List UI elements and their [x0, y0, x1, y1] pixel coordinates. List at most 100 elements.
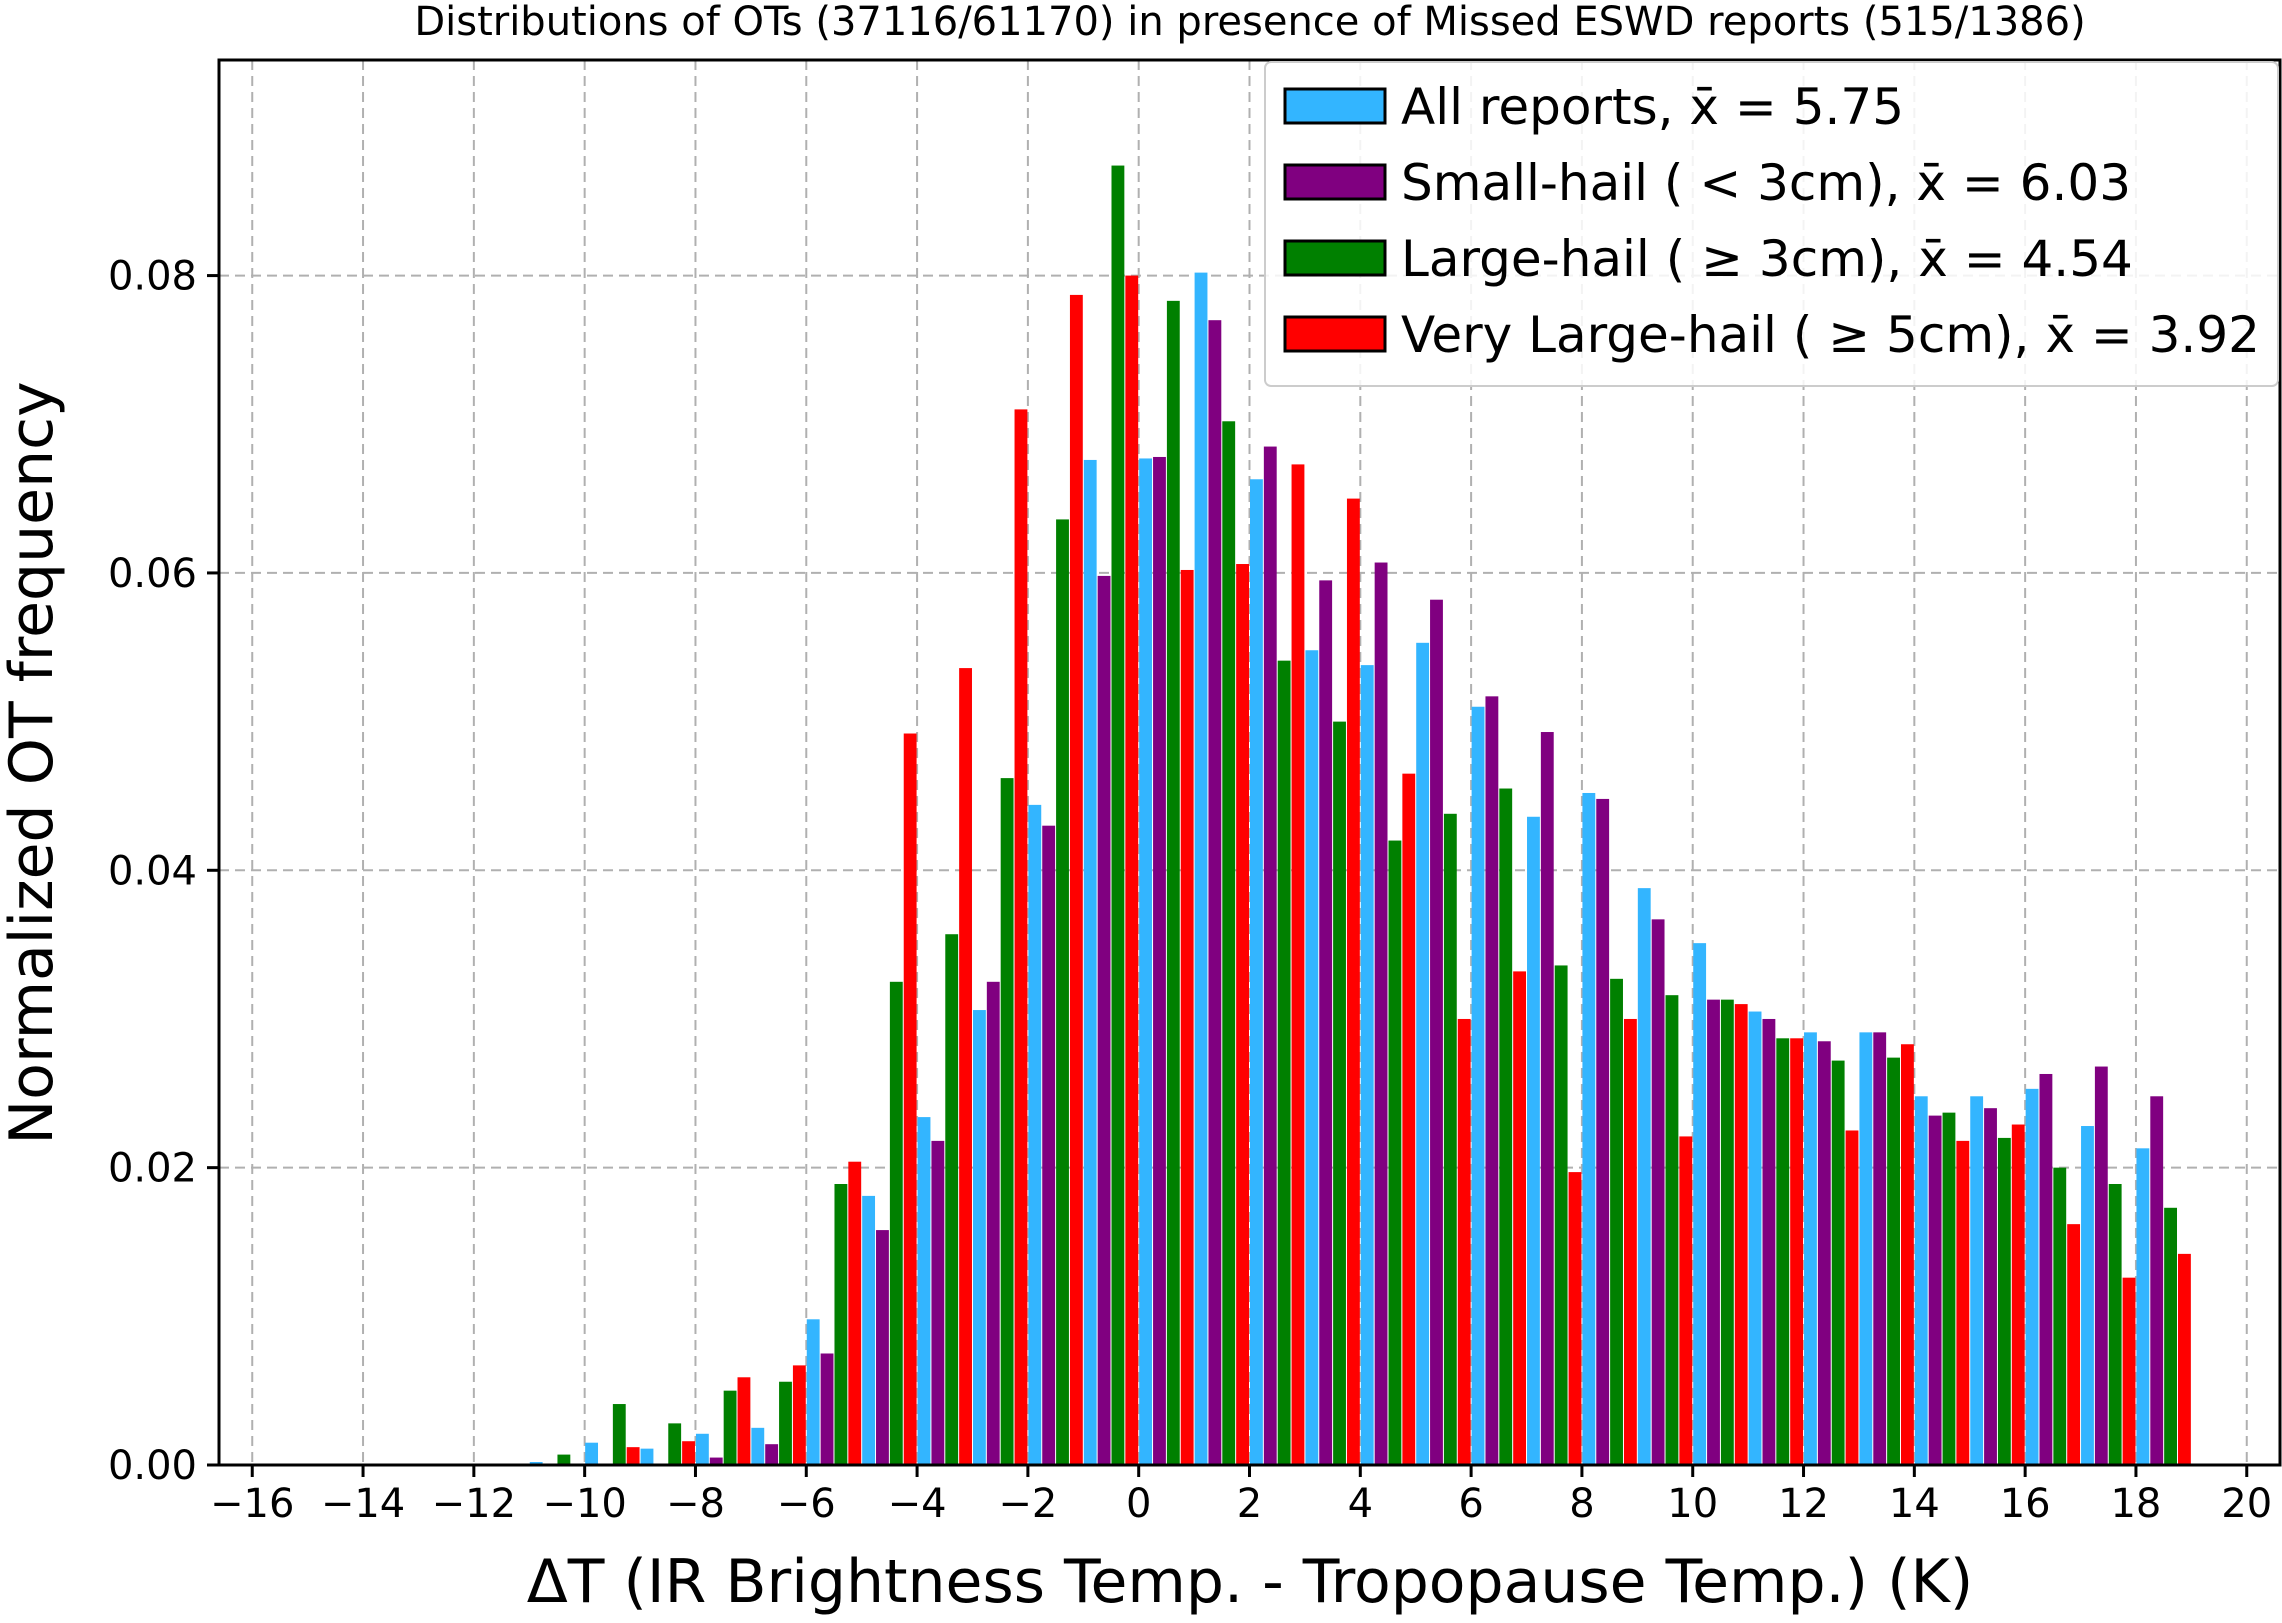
bar-series-3: [1000, 778, 1014, 1465]
x-tick-label: 2: [1237, 1481, 1262, 1527]
bar-series-2: [1042, 825, 1056, 1465]
bar-series-3: [1665, 995, 1679, 1465]
bar-series-2: [1208, 320, 1222, 1465]
bar-series-1: [917, 1117, 931, 1465]
bar-series-4: [2011, 1124, 2025, 1465]
bar-series-1: [2136, 1148, 2150, 1465]
bar-series-3: [889, 981, 903, 1465]
bar-series-1: [1859, 1032, 1873, 1465]
y-tick-label: 0.00: [108, 1443, 197, 1489]
legend-swatch: [1283, 239, 1387, 277]
bar-series-1: [1914, 1096, 1928, 1465]
bar-series-3: [1443, 813, 1457, 1465]
bar-series-4: [2178, 1253, 2191, 1465]
x-tick-label: −12: [432, 1481, 516, 1527]
bar-series-3: [1610, 978, 1623, 1465]
bar-series-1: [972, 1010, 986, 1465]
bar-series-1: [1139, 458, 1153, 1465]
bar-series-4: [848, 1161, 862, 1465]
bar-series-2: [1928, 1115, 1942, 1465]
bar-series-1: [1028, 804, 1042, 1465]
bar-series-3: [1554, 965, 1568, 1465]
bar-series-2: [1651, 919, 1665, 1465]
legend-box: [1264, 61, 2279, 387]
bar-series-2: [1762, 1018, 1776, 1465]
bar-series-1: [1804, 1032, 1817, 1465]
bar-series-1: [585, 1442, 599, 1465]
bar-series-3: [1499, 788, 1513, 1465]
bar-series-3: [723, 1390, 737, 1465]
chart-title: Distributions of OTs (37116/61170) in pr…: [414, 0, 2085, 45]
bar-series-3: [1166, 300, 1180, 1465]
bar-series-2: [2094, 1066, 2108, 1465]
bar-series-3: [668, 1423, 682, 1465]
x-tick-label: −16: [210, 1481, 294, 1527]
bar-series-4: [1845, 1130, 1859, 1465]
bars: [529, 165, 2191, 1466]
bar-series-2: [1374, 562, 1388, 1465]
bar-series-1: [640, 1448, 654, 1465]
bar-series-1: [751, 1427, 765, 1465]
bar-series-4: [1346, 498, 1360, 1465]
bar-series-2: [1817, 1041, 1831, 1465]
bar-series-1: [806, 1319, 820, 1465]
bar-series-4: [1291, 464, 1305, 1466]
x-tick-label: 18: [2110, 1481, 2161, 1527]
bar-series-4: [1513, 971, 1527, 1465]
bar-series-2: [1540, 732, 1554, 1465]
bar-series-4: [1679, 1136, 1693, 1465]
x-tick-label: −10: [542, 1481, 626, 1527]
bar-series-1: [1416, 642, 1430, 1465]
bar-series-2: [876, 1230, 889, 1465]
bar-series-3: [1887, 1057, 1900, 1465]
bar-series-4: [959, 668, 972, 1465]
x-tick-label: 14: [1889, 1481, 1940, 1527]
bar-series-3: [612, 1404, 626, 1465]
bar-series-1: [1083, 459, 1097, 1466]
bar-series-2: [1319, 580, 1333, 1465]
bar-series-2: [1596, 798, 1610, 1465]
bar-series-3: [1776, 1038, 1790, 1465]
bar-series-1: [1582, 792, 1596, 1465]
bar-series-4: [1623, 1018, 1637, 1465]
bar-series-3: [1831, 1060, 1845, 1465]
bar-series-2: [1153, 456, 1166, 1465]
bar-series-2: [2150, 1096, 2164, 1465]
bar-series-3: [2108, 1184, 2122, 1465]
bar-series-1: [2025, 1088, 2039, 1465]
bar-series-3: [945, 934, 959, 1465]
bar-series-4: [1956, 1140, 1970, 1465]
bar-series-3: [779, 1381, 792, 1465]
bar-series-4: [626, 1447, 640, 1465]
bar-series-4: [1069, 294, 1083, 1466]
bar-series-3: [1720, 999, 1734, 1465]
bar-series-4: [1457, 1018, 1471, 1465]
bar-series-2: [986, 981, 1000, 1465]
bar-series-3: [1056, 519, 1069, 1465]
bar-series-4: [792, 1365, 806, 1465]
bar-series-3: [2053, 1167, 2067, 1465]
bar-series-3: [557, 1454, 571, 1465]
legend-label: All reports, x̄ = 5.75: [1401, 78, 1904, 136]
legend-label: Small-hail ( < 3cm), x̄ = 6.03: [1401, 154, 2131, 212]
bar-series-4: [1014, 409, 1028, 1465]
bar-series-3: [1942, 1112, 1956, 1465]
y-axis-label: Normalized OT frequency: [0, 381, 67, 1144]
legend: All reports, x̄ = 5.75 Small-hail ( < 3cm…: [1264, 61, 2279, 387]
axis-ticks: −16 −14 −12 −10 −8 −6 −4 −2 0 2 4 6 8 10 12 14 16 18 20 0.0…: [108, 254, 2272, 1527]
bar-series-4: [2122, 1277, 2136, 1465]
x-tick-label: 20: [2221, 1481, 2272, 1527]
bar-series-2: [2039, 1073, 2053, 1465]
x-tick-label: 10: [1667, 1481, 1718, 1527]
x-tick-label: −8: [666, 1481, 725, 1527]
bar-series-3: [1277, 660, 1291, 1465]
bar-series-1: [1637, 888, 1651, 1465]
bar-series-4: [682, 1441, 695, 1465]
bar-series-2: [1430, 599, 1443, 1465]
bar-series-2: [1263, 446, 1277, 1465]
bar-series-1: [1305, 650, 1319, 1465]
bar-series-3: [1997, 1137, 2011, 1465]
bar-series-4: [1900, 1044, 1914, 1465]
bar-series-1: [1471, 706, 1485, 1465]
bar-series-2: [1984, 1108, 1997, 1465]
